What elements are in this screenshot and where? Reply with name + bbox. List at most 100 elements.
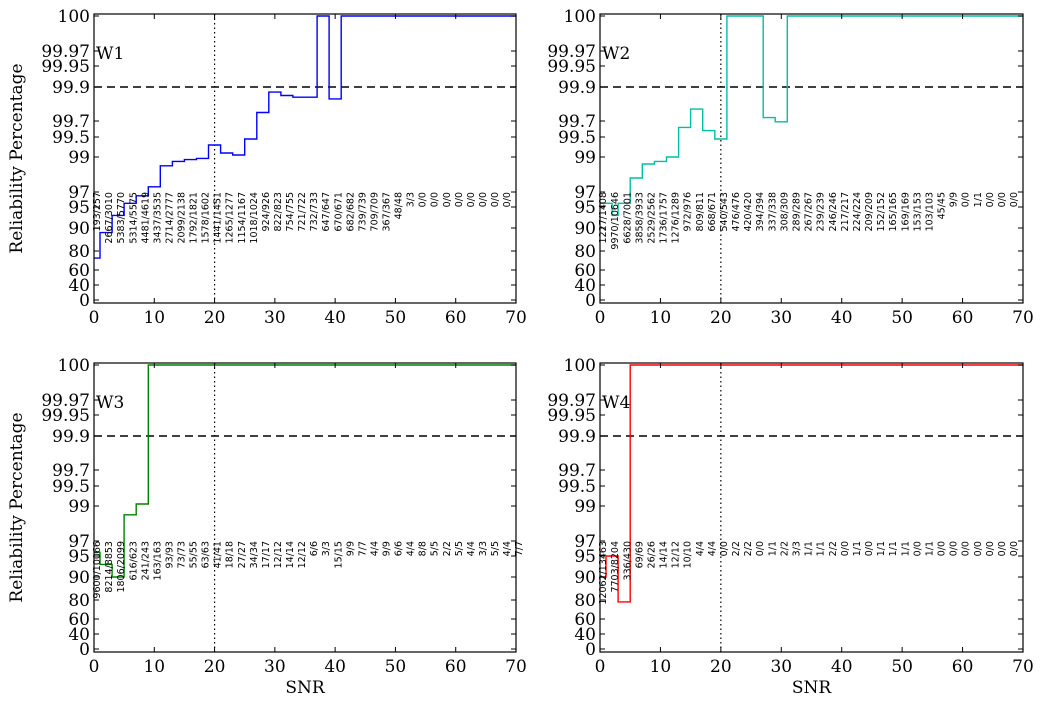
panel-w2-count-label: 103/103 <box>924 192 935 231</box>
panel-w1-count-label: 732/733 <box>309 192 320 231</box>
panel-w1-y-tick-label: 99.97 <box>41 42 90 62</box>
panel-w2-count-label: 394/394 <box>755 192 766 231</box>
panel-w3-count-label: 4/4 <box>466 541 477 556</box>
panel-w3-count-label: 9/9 <box>345 541 356 556</box>
panel-w3-count-label: 17/17 <box>261 541 272 568</box>
panel-w1-y-tick-label: 0 <box>79 291 90 311</box>
panel-w2-count-label: 289/289 <box>792 192 803 231</box>
panel-w2-y-tick-label: 99.5 <box>558 128 596 148</box>
panel-w4-count-label: 1/1 <box>876 541 887 556</box>
panel-w1-count-label: 0/0 <box>442 192 453 207</box>
panel-w3-y-tick-label: 99.95 <box>41 406 90 426</box>
panel-w4-count-label: 1/1 <box>816 541 827 556</box>
panel-w3-count-label: 8214/8853 <box>104 541 115 593</box>
panel-w4-count-label: 1/1 <box>900 541 911 556</box>
panel-w4-count-label: 0/0 <box>937 541 948 556</box>
panel-w1-y-tick-label: 100 <box>58 7 90 27</box>
panel-w3-count-label: 3/3 <box>321 541 332 556</box>
panel-w4-x-tick-label: 0 <box>595 657 606 677</box>
panel-w1-count-label: 2714/2777 <box>165 192 176 244</box>
panel-w1-count-label: 2667/3010 <box>104 192 115 244</box>
panel-w1-y-tick-label: 99.95 <box>41 57 90 77</box>
panel-w1-count-label: 924/926 <box>261 192 272 231</box>
panel-w4-count-label: 10/10 <box>683 541 694 568</box>
panel-w4-count-label: 0/0 <box>973 541 984 556</box>
panel-w1-y-tick-label: 99.9 <box>52 78 90 98</box>
panel-w2-count-label: 337/338 <box>767 192 778 231</box>
panel-w3-count-label: 2/2 <box>442 541 453 556</box>
panel-w1-count-label: 682/682 <box>345 192 356 231</box>
panel-w1-y-tick-label: 99.5 <box>52 128 90 148</box>
panel-w3-count-label: 41/41 <box>213 541 224 568</box>
panel-w3-series-line <box>94 364 516 578</box>
panel-w4-y-tick-label: 99.97 <box>547 391 596 411</box>
panel-w2-y-tick-label: 80 <box>574 242 596 262</box>
panel-w2-count-label: 224/224 <box>852 192 863 231</box>
panel-w2-axes-frame <box>599 13 1024 304</box>
panel-w4-count-label: 12062/13463 <box>598 541 609 605</box>
panel-w3-count-label: 6/6 <box>309 541 320 556</box>
panel-w4-count-label: 3/3 <box>792 541 803 556</box>
panel-w4-count-label: 2/2 <box>779 541 790 556</box>
panel-w2-y-tick-label: 99.7 <box>558 112 596 132</box>
panel-w1-y-tick-label: 90 <box>68 219 90 239</box>
panel-w4-count-label: 69/69 <box>634 541 645 568</box>
panel-w1-count-label: 367/367 <box>382 192 393 231</box>
panel-w2-y-tick-label: 99.9 <box>558 78 596 98</box>
panel-w3-x-tick-label: 50 <box>385 657 407 677</box>
panel-w2-count-label: 45/45 <box>937 192 948 219</box>
panel-w1: 193/257 2667/3010 5383/5770 5314/5575 4481/4… <box>7 7 527 328</box>
panel-w4-count-label: 0/0 <box>864 541 875 556</box>
panel-w1-x-tick-label: 60 <box>445 308 467 328</box>
panel-w3-x-tick-label: 30 <box>264 657 286 677</box>
panel-w3-y-tick-label: 40 <box>68 625 90 645</box>
panel-w3-count-label: 9600/10066 <box>92 541 103 599</box>
panel-w2-y-tick-label: 40 <box>574 276 596 296</box>
panel-w4-y-tick-label: 40 <box>574 625 596 645</box>
panel-w1-y-tick-label: 60 <box>68 261 90 281</box>
panel-w4-y-tick-label: 60 <box>574 610 596 630</box>
panel-w3-count-label: 7/7 <box>357 541 368 556</box>
panel-w1-count-label: 1018/1024 <box>249 192 260 244</box>
panel-w2-count-label: 6628/7001 <box>622 192 633 244</box>
panel-w1-count-label: 0/0 <box>418 192 429 207</box>
panel-w3-x-tick-label: 40 <box>324 657 346 677</box>
panel-w2-x-tick-label: 60 <box>952 308 974 328</box>
panel-w3-count-label: 163/163 <box>152 541 163 580</box>
panel-w4-series-line <box>600 364 1023 603</box>
panel-w2-count-label: 217/217 <box>840 192 851 231</box>
panel-w3-count-label: 18/18 <box>225 541 236 568</box>
panel-w1-y-tick-label: 97 <box>68 183 90 203</box>
panel-w1-x-tick-label: 40 <box>324 308 346 328</box>
panel-w4-y-tick-label: 99.9 <box>558 427 596 447</box>
panel-w4-count-label: 12/12 <box>671 541 682 568</box>
panel-w1-count-label: 1578/1602 <box>201 192 212 244</box>
panel-w1-x-tick-label: 70 <box>505 308 527 328</box>
panel-w2-y-tick-label: 99.95 <box>547 57 596 77</box>
panel-w4-count-label: 1/1 <box>767 541 778 556</box>
panel-w2-count-label: 246/246 <box>828 192 839 231</box>
panel-w2-count-label: 239/239 <box>816 192 827 231</box>
panel-w3-axes-frame <box>93 362 517 653</box>
panel-w1-count-label: 754/755 <box>285 192 296 231</box>
panel-w2-count-label: 540/543 <box>719 192 730 231</box>
panel-w1-y-axis-title: Reliability Percentage <box>7 63 27 253</box>
panel-w4-count-label: 4/4 <box>707 541 718 556</box>
panel-w4-count-label: 0/0 <box>912 541 923 556</box>
panel-w1-count-label: 647/647 <box>321 192 332 231</box>
panel-w2-count-label: 809/811 <box>695 192 706 231</box>
panel-w3-y-tick-label: 99.97 <box>41 391 90 411</box>
panel-w1-x-tick-label: 10 <box>143 308 165 328</box>
panel-w1-y-tick-label: 80 <box>68 242 90 262</box>
panel-w2-count-label: 0/0 <box>1009 192 1020 207</box>
panel-w2-count-label: 0/0 <box>961 192 972 207</box>
panel-w1-count-label: 709/709 <box>369 192 380 231</box>
panel-w1-series-line <box>94 15 516 259</box>
panel-w2-count-label: 1276/1289 <box>671 192 682 244</box>
panel-w1-count-label: 0/0 <box>454 192 465 207</box>
panel-w2-y-tick-label: 0 <box>585 291 596 311</box>
panel-w4-x-tick-label: 10 <box>650 657 672 677</box>
panel-w4-y-tick-label: 80 <box>574 591 596 611</box>
panel-w2-series-line <box>600 15 1023 217</box>
